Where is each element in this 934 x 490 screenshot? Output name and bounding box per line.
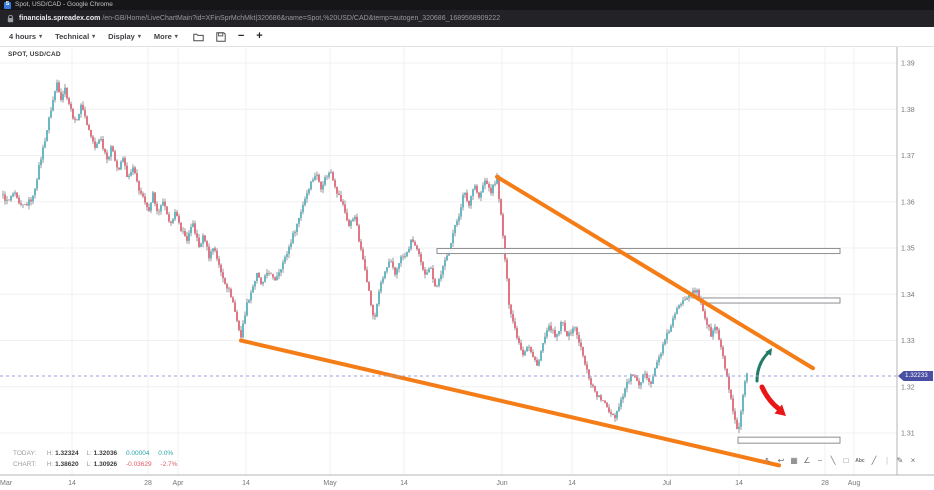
today-low-value: 1.32036 — [93, 450, 118, 457]
caret-down-icon: ▾ — [174, 34, 178, 40]
lock-icon — [7, 14, 14, 23]
window-titlebar: S Spot, USD/CAD - Google Chrome — [0, 0, 934, 10]
resistance-box-1.34[interactable] — [702, 297, 841, 304]
pointer-tool-icon[interactable]: ↖ — [764, 456, 772, 465]
svg-text:May: May — [323, 480, 337, 487]
lower-support-trendline[interactable] — [239, 338, 781, 468]
legend-today-row: TODAY: H: 1.32324 L: 1.32036 0.00004 0.0… — [13, 450, 174, 457]
grid-tool-icon[interactable]: ▦ — [790, 456, 798, 465]
today-high-value: 1.32324 — [55, 450, 79, 457]
more-label: More — [153, 32, 172, 41]
drawing-toolbar: ↖ ↩ ▦ ∠ − ╲ □ Abc ╱ | ✎ × — [763, 455, 918, 467]
svg-text:Jul: Jul — [663, 480, 672, 487]
svg-text:Mar: Mar — [0, 480, 13, 487]
svg-text:14: 14 — [568, 480, 576, 487]
url-path: /en-GB/Home/LiveChartMain?id=XFinSprMchM… — [102, 15, 501, 22]
gridline-layer — [0, 47, 897, 475]
zoom-out-button[interactable]: − — [232, 28, 250, 46]
svg-text:1.35: 1.35 — [901, 246, 915, 253]
technical-dropdown[interactable]: Technical ▾ — [51, 28, 104, 46]
svg-text:1.32: 1.32 — [901, 384, 915, 391]
svg-text:Aug: Aug — [848, 480, 861, 487]
chart-low-value: 1.30926 — [93, 461, 118, 468]
caret-down-icon: ▾ — [39, 34, 43, 40]
chart-toolbar: 4 hours ▾ Technical ▾ Display ▾ More ▾ −… — [0, 27, 934, 47]
svg-text:1.38: 1.38 — [901, 107, 915, 114]
chart-high-value: 1.38620 — [55, 461, 79, 468]
display-dropdown[interactable]: Display ▾ — [104, 28, 150, 46]
window-title: Spot, USD/CAD - Google Chrome — [15, 0, 113, 8]
folder-icon — [193, 33, 204, 41]
site-favicon: S — [4, 1, 11, 9]
svg-text:14: 14 — [68, 480, 76, 487]
today-label: TODAY: — [13, 450, 37, 457]
bearish-scenario-arrow[interactable] — [759, 384, 786, 416]
svg-text:Jun: Jun — [496, 480, 507, 487]
divider: | — [885, 456, 889, 465]
chart-change-pct: -2.7% — [160, 461, 178, 468]
more-dropdown[interactable]: More ▾ — [150, 28, 187, 46]
rectangle-tool-icon[interactable]: □ — [843, 456, 849, 465]
upper-resistance-trendline[interactable] — [495, 174, 815, 371]
chart-change-value: -0.03629 — [125, 461, 152, 468]
zoom-in-button[interactable]: + — [250, 28, 268, 46]
current-price-badge: 1.32233 — [898, 371, 933, 381]
caret-down-icon: ▾ — [92, 34, 96, 40]
today-change-value: 0.00004 — [125, 450, 150, 457]
svg-text:1.34: 1.34 — [901, 292, 915, 299]
resistance-box-1.35[interactable] — [436, 247, 841, 255]
svg-text:14: 14 — [735, 480, 743, 487]
interval-dropdown[interactable]: 4 hours ▾ — [5, 28, 51, 46]
svg-text:14: 14 — [242, 480, 250, 487]
svg-text:28: 28 — [144, 480, 152, 487]
line-tool-icon[interactable]: ╱ — [871, 456, 877, 465]
pencil-tool-icon[interactable]: ✎ — [896, 456, 904, 465]
save-chart-button[interactable] — [210, 28, 232, 46]
price-axis-labels: 1.39 1.38 1.37 1.36 1.35 1.34 1.33 1.32 1.31 — [901, 61, 915, 438]
trend-segment-tool-icon[interactable]: ╲ — [830, 456, 836, 465]
display-label: Display — [108, 32, 135, 41]
candlestick-layer — [2, 79, 748, 433]
technical-label: Technical — [55, 32, 90, 41]
url-domain: financials.spreadex.com — [19, 15, 101, 22]
ohlc-legend: TODAY: H: 1.32324 L: 1.32036 0.00004 0.0… — [13, 448, 177, 470]
text-tool-icon[interactable]: Abc — [855, 458, 865, 464]
interval-label: 4 hours — [9, 32, 37, 41]
address-bar[interactable]: financials.spreadex.com /en-GB/Home/Live… — [0, 10, 934, 27]
svg-text:1.37: 1.37 — [901, 153, 915, 160]
svg-text:28: 28 — [821, 480, 829, 487]
close-icon[interactable]: × — [910, 456, 916, 465]
horizontal-line-tool-icon[interactable]: − — [817, 456, 823, 465]
today-change-pct: 0.0% — [158, 450, 174, 457]
chart-range-label: CHART: — [13, 461, 37, 468]
caret-down-icon: ▾ — [137, 34, 141, 40]
bullish-scenario-arrow[interactable] — [755, 348, 772, 383]
symbol-label: SPOT, USD/CAD — [8, 51, 61, 58]
date-axis-labels: Mar 14 28 Apr 14 May 14 Jun 14 Jul 14 28 Aug — [0, 480, 860, 487]
svg-text:Apr: Apr — [173, 480, 185, 487]
svg-text:14: 14 — [400, 480, 408, 487]
svg-text:1.31: 1.31 — [901, 431, 915, 438]
axis-layer — [0, 47, 934, 476]
legend-chart-row: CHART: H: 1.38620 L: 1.30926 -0.03629 -2… — [13, 461, 178, 468]
svg-text:1.39: 1.39 — [901, 61, 915, 68]
support-box-1.31[interactable] — [737, 436, 841, 444]
svg-text:1.36: 1.36 — [901, 199, 915, 206]
save-icon — [216, 31, 226, 42]
freehand-arrow-tool-icon[interactable]: ↩ — [777, 456, 785, 465]
angle-tool-icon[interactable]: ∠ — [803, 456, 811, 465]
open-chart-button[interactable] — [187, 28, 210, 46]
svg-text:1.33: 1.33 — [901, 338, 915, 345]
